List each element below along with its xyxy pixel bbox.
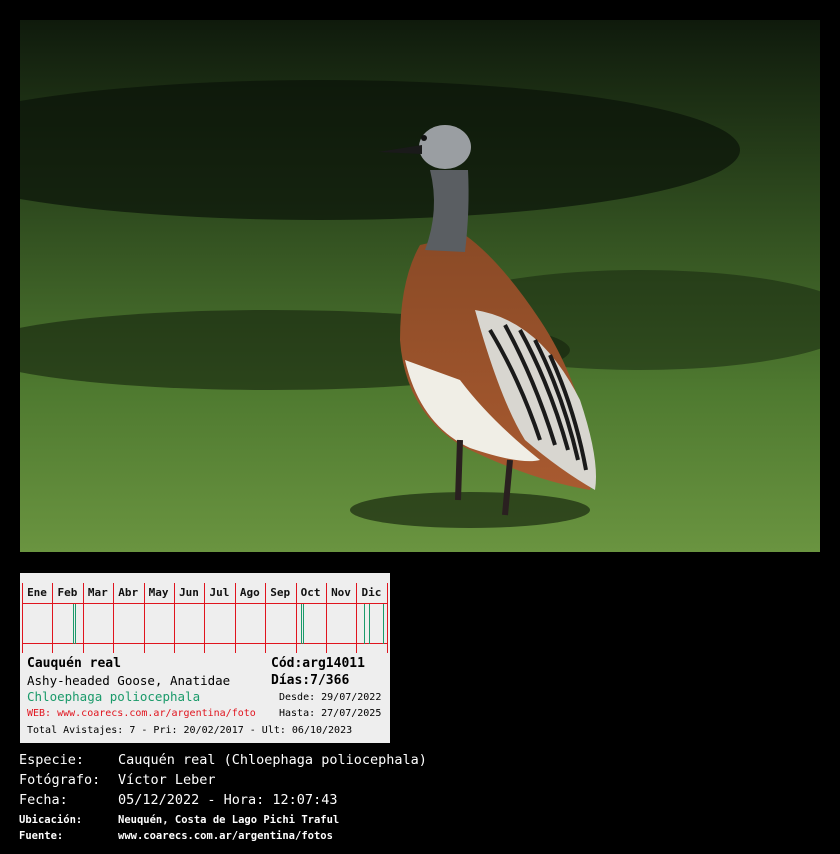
- month-label: Sep: [270, 586, 291, 599]
- month-label: Jul: [209, 586, 230, 599]
- month-label: Ene: [27, 586, 47, 599]
- fecha-row: Fecha: 05/12/2022 - Hora: 12:07:43: [19, 792, 337, 808]
- grid-line: [143, 583, 145, 653]
- sighting-tick: [382, 604, 384, 644]
- grid-line: [22, 643, 388, 644]
- month-label: Nov: [331, 586, 351, 599]
- especie-value: Cauquén real (Chloephaga poliocephala): [118, 752, 427, 768]
- especie-label: Especie:: [19, 752, 85, 768]
- grid-line: [22, 603, 388, 604]
- ubicacion-value: Neuquén, Costa de Lago Pichi Traful: [118, 814, 340, 826]
- fuente-value[interactable]: www.coarecs.com.ar/argentina/fotos: [118, 830, 333, 842]
- fotografo-label: Fotógrafo:: [19, 772, 101, 788]
- grid-line: [52, 583, 54, 653]
- month-label: Feb: [57, 586, 78, 599]
- grid-line: [265, 583, 267, 653]
- month-label: Dic: [361, 586, 382, 599]
- sighting-tick: [303, 604, 305, 644]
- grid-line: [204, 583, 206, 653]
- fuente-label: Fuente:: [19, 830, 64, 842]
- grid-line: [22, 583, 23, 653]
- month-label: Jun: [179, 586, 199, 599]
- days-count: Días:7/366: [271, 673, 350, 688]
- grid-line: [174, 583, 175, 653]
- species-card: Ene Feb Mar Abr May Jun Jul Ago Sep Oct Nov Dic Cau…: [20, 573, 390, 743]
- web-link[interactable]: WEB: www.coarecs.com.ar/argentina/foto: [27, 708, 256, 719]
- fecha-value: 05/12/2022 - Hora: 12:07:43: [118, 792, 338, 808]
- fotografo-row: Fotógrafo: Víctor Leber: [19, 772, 216, 788]
- desde-date: Desde: 29/07/2022: [279, 692, 382, 703]
- month-label: Mar: [87, 586, 108, 599]
- sighting-tick: [72, 604, 74, 644]
- grid-line: [234, 583, 236, 653]
- ubicacion-row: Ubicación: Neuquén, Costa de Lago Pichi T…: [19, 814, 339, 826]
- grid-line: [356, 583, 358, 653]
- fotografo-value: Víctor Leber: [118, 772, 216, 788]
- grid-line: [386, 583, 388, 653]
- month-label: Oct: [300, 586, 321, 599]
- fuente-row: Fuente: www.coarecs.com.ar/argentina/foto…: [19, 830, 333, 842]
- grid-line: [82, 583, 84, 653]
- month-label: Ago: [239, 586, 260, 599]
- common-name: Cauquén real: [27, 656, 121, 671]
- english-family: Ashy-headed Goose, Anatidae: [27, 673, 231, 688]
- ubicacion-label: Ubicación:: [19, 814, 83, 826]
- grid-line: [113, 583, 115, 653]
- scientific-name: Chloephaga poliocephala: [27, 689, 201, 704]
- month-label: May: [148, 586, 169, 599]
- grid-line: [295, 583, 297, 653]
- sighting-tick: [363, 604, 365, 644]
- grid-line: [326, 583, 327, 653]
- species-code: Cód:arg14011: [271, 656, 365, 671]
- total-sightings: Total Avistajes: 7 - Pri: 20/02/2017 - U…: [27, 725, 353, 736]
- bird-photo: [20, 20, 820, 552]
- sighting-tick: [368, 604, 370, 644]
- sighting-tick: [301, 604, 303, 644]
- especie-row: Especie: Cauquén real (Chloephaga polioce…: [19, 752, 427, 768]
- month-label: Abr: [118, 586, 139, 599]
- fecha-label: Fecha:: [19, 792, 68, 808]
- hasta-date: Hasta: 27/07/2025: [279, 708, 382, 719]
- sighting-tick: [74, 604, 76, 644]
